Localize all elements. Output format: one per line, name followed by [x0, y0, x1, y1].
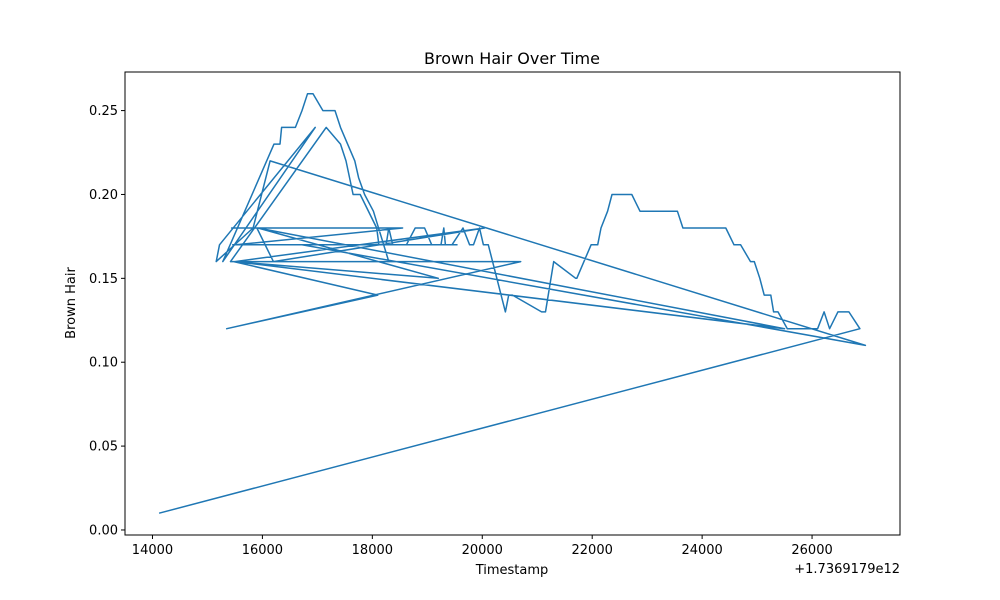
y-tick-label: 0.05: [89, 440, 118, 455]
x-tick-label: 20000: [462, 543, 503, 558]
x-tick-label: 18000: [352, 543, 393, 558]
axes-frame: [124, 71, 901, 536]
x-tick-label: 14000: [132, 543, 173, 558]
y-tick-label: 0.20: [89, 188, 118, 203]
x-tick-label: 22000: [572, 543, 613, 558]
y-tick-label: 0.00: [89, 523, 118, 538]
y-tick-label: 0.10: [89, 356, 118, 371]
x-tick-label: 24000: [681, 543, 722, 558]
y-tick-label: 0.15: [89, 272, 118, 287]
series-line-0: [158, 93, 867, 514]
y-axis: 0.00 0.05 0.10 0.15 0.20 0.25: [89, 104, 125, 538]
x-axis-label: Timestamp: [475, 563, 549, 578]
x-tick-label: 16000: [242, 543, 283, 558]
y-tick-label: 0.25: [89, 104, 118, 119]
x-axis: 14000 16000 18000 20000 22000 24000 26000: [132, 535, 833, 558]
x-offset-label: +1.7369179e12: [794, 562, 900, 577]
x-tick-label: 26000: [791, 543, 832, 558]
y-axis-label: Brown Hair: [64, 267, 79, 339]
chart-title: Brown Hair Over Time: [424, 49, 600, 68]
plot-area: [158, 93, 867, 514]
